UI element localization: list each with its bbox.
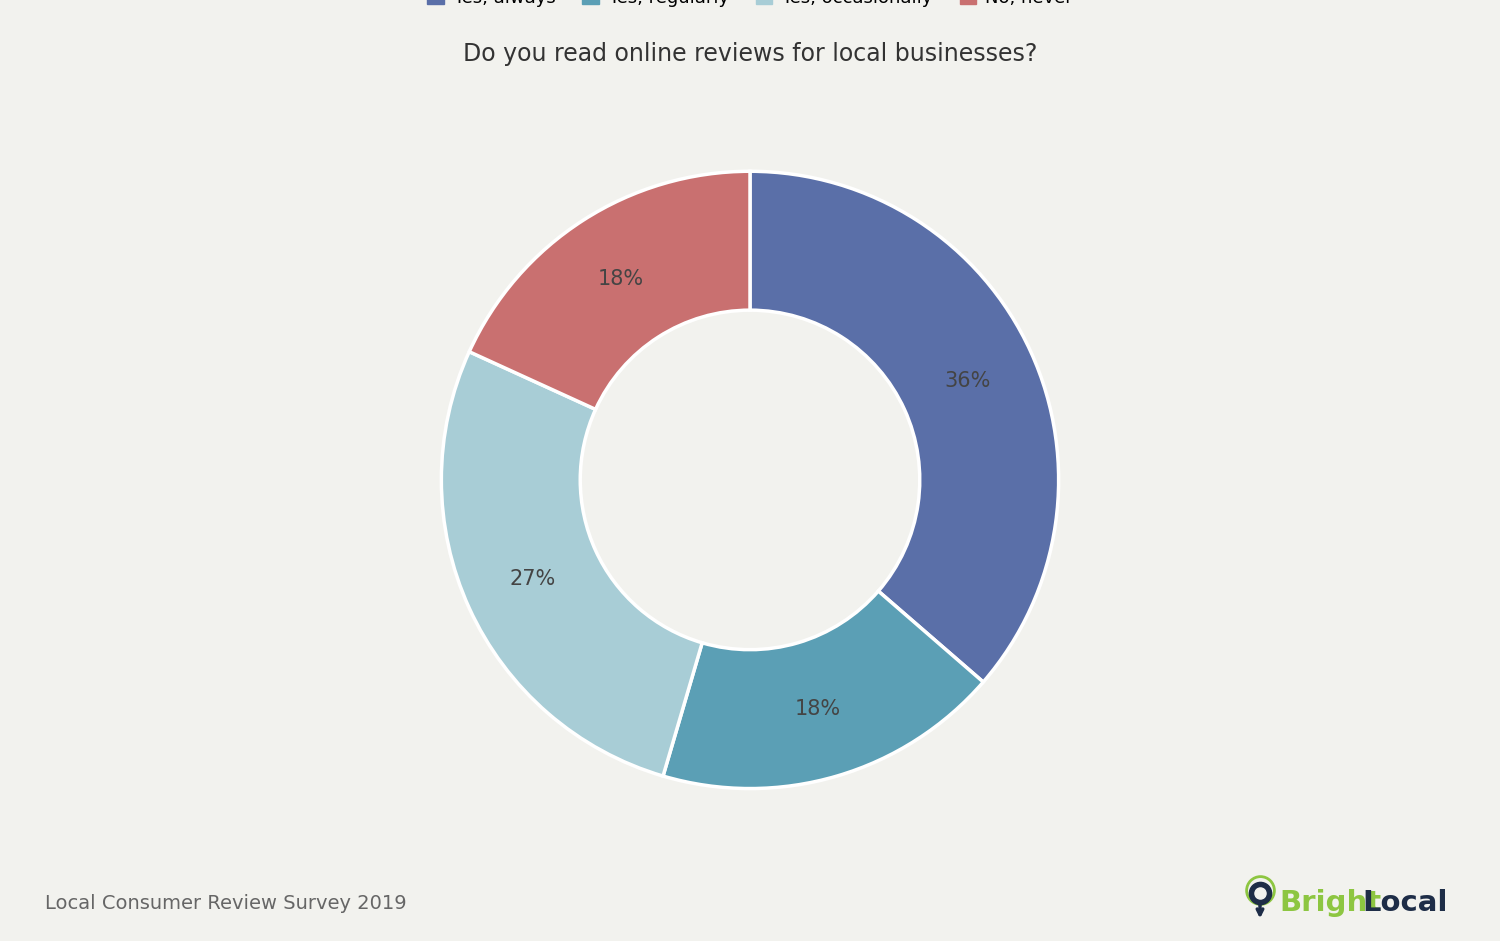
Text: Do you read online reviews for local businesses?: Do you read online reviews for local bus… [464, 42, 1036, 67]
Legend: Yes, always, Yes, regularly, Yes, occasionally, No, never: Yes, always, Yes, regularly, Yes, occasi… [422, 0, 1078, 12]
Text: 18%: 18% [597, 269, 644, 289]
Text: Bright: Bright [1280, 889, 1382, 917]
Wedge shape [750, 171, 1059, 682]
Text: 18%: 18% [795, 699, 840, 720]
Text: Local Consumer Review Survey 2019: Local Consumer Review Survey 2019 [45, 894, 407, 913]
Text: Local: Local [1362, 889, 1448, 917]
Wedge shape [663, 591, 984, 789]
Text: 36%: 36% [945, 371, 992, 391]
Wedge shape [470, 171, 750, 409]
Wedge shape [441, 352, 702, 776]
Text: 27%: 27% [510, 569, 555, 589]
